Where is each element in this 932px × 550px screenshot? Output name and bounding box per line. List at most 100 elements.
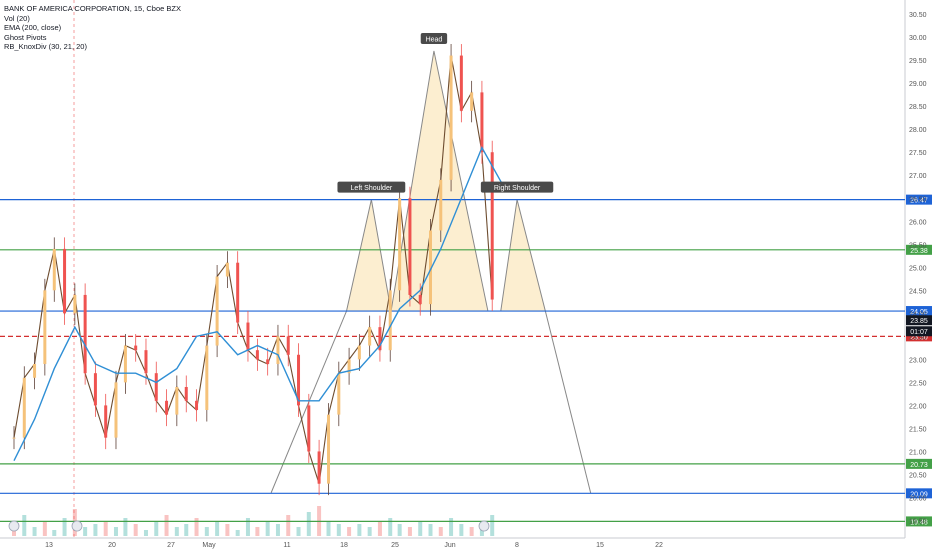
x-tick-label: Jun	[444, 542, 455, 549]
volume-bar	[225, 524, 230, 536]
x-tick-label: 25	[391, 542, 399, 549]
x-tick-label: 22	[655, 542, 663, 549]
candle-body	[327, 414, 331, 484]
legend: BANK OF AMERICA CORPORATION, 15, Cboe BZ…	[4, 4, 181, 52]
candle-body	[154, 373, 158, 401]
level-badge-19.48	[906, 516, 932, 527]
pattern-label-6: Right Shoulder	[494, 185, 541, 192]
level-label-20.73: 20.73	[910, 462, 928, 469]
volume-bar	[113, 527, 118, 536]
x-tick-label: 8	[515, 542, 519, 549]
candle-body	[12, 437, 16, 439]
volume-bar	[215, 521, 220, 536]
x-tick-label: 11	[283, 542, 290, 549]
level-badge-20.73	[906, 458, 932, 469]
candle-body	[266, 359, 270, 364]
y-tick-label: 26.50	[909, 196, 927, 203]
legend-ghost-pivots[interactable]: Ghost Pivots	[4, 32, 47, 42]
candle-body	[418, 294, 422, 305]
legend-knoxdiv[interactable]: RB_KnoxDiv (30, 21, 20)	[4, 42, 87, 51]
candle-body	[184, 386, 188, 401]
pattern-outline	[346, 50, 546, 312]
y-tick-label: 28.00	[909, 127, 927, 134]
y-tick-label: 29.00	[909, 81, 927, 88]
candle-body	[63, 248, 67, 314]
candle-body	[104, 405, 108, 438]
volume-bar	[204, 527, 209, 536]
candle-body	[205, 345, 209, 411]
candle-body	[317, 451, 321, 484]
volume-bar	[255, 527, 260, 536]
pattern-label-bg	[420, 32, 448, 44]
volume-bar	[265, 521, 270, 536]
candle-body	[114, 382, 118, 438]
volume-bar	[286, 515, 291, 536]
candle-body	[83, 294, 87, 374]
x-tick-label: 13	[45, 542, 53, 549]
last-price-badge	[906, 315, 932, 326]
candle-body	[286, 336, 290, 355]
candle-body	[307, 405, 311, 452]
volume-bar	[357, 524, 362, 536]
candle-body	[449, 55, 453, 180]
y-tick-label: 22.50	[909, 380, 927, 387]
volume-bar	[275, 524, 280, 536]
volume-bar	[42, 521, 47, 536]
projection-line	[544, 310, 592, 494]
volume-bar	[103, 521, 108, 536]
candle-body	[22, 377, 26, 438]
x-tick-label: 27	[167, 542, 175, 549]
candle-body	[368, 327, 372, 346]
y-tick-label: 27.00	[909, 173, 927, 180]
candle-body	[459, 55, 463, 111]
ema-line[interactable]	[13, 146, 504, 461]
candle-body	[236, 262, 240, 323]
y-tick-label: 25.00	[909, 265, 927, 272]
level-label-19.48: 19.48	[910, 519, 928, 526]
level-label-23.50: 23.50	[910, 334, 928, 341]
volume-bar	[133, 524, 138, 536]
level-badge-23.50	[906, 331, 932, 342]
candle-body	[439, 179, 443, 231]
candle-body	[246, 322, 250, 351]
volume-bar	[154, 521, 159, 536]
candle-body	[429, 230, 433, 305]
candle-body	[398, 198, 402, 291]
level-badge-24.05	[906, 306, 932, 317]
event-marker[interactable]	[71, 520, 83, 532]
volume-bar	[32, 527, 37, 536]
level-badge-26.47	[906, 194, 932, 205]
candle-body	[347, 359, 351, 374]
y-tick-label: 24.00	[909, 311, 927, 318]
event-marker[interactable]	[8, 520, 20, 532]
legend-ema[interactable]: EMA (200, close)	[4, 23, 62, 32]
volume-bar	[388, 518, 393, 536]
price-line[interactable]	[13, 55, 493, 484]
candle-body	[470, 92, 474, 111]
volume-bar	[449, 518, 454, 536]
volume-bar	[367, 527, 372, 536]
y-tick-label: 30.50	[909, 12, 927, 19]
candle-body	[378, 327, 382, 351]
pattern-label-1: Left Shoulder	[351, 185, 393, 192]
candle-body	[490, 152, 494, 300]
volume-bar	[490, 515, 495, 536]
y-tick-label: 26.00	[909, 219, 927, 226]
candle-body	[33, 363, 37, 378]
volume-bar	[174, 527, 179, 536]
event-marker[interactable]	[478, 520, 490, 532]
volume-bar	[469, 527, 474, 536]
y-tick-label: 21.50	[909, 426, 927, 433]
volume-bar	[418, 521, 423, 536]
legend-symbol[interactable]: BANK OF AMERICA CORPORATION, 15, Cboe BZ…	[4, 4, 181, 13]
candle-body	[93, 373, 97, 406]
volume-bar	[377, 521, 382, 536]
y-tick-label: 23.00	[909, 357, 927, 364]
pattern-label-bg	[480, 181, 554, 193]
candle-body	[297, 354, 301, 406]
legend-volume[interactable]: Vol (20)	[4, 13, 30, 23]
level-label-24.05: 24.05	[910, 309, 928, 316]
volume-bar	[194, 518, 199, 536]
